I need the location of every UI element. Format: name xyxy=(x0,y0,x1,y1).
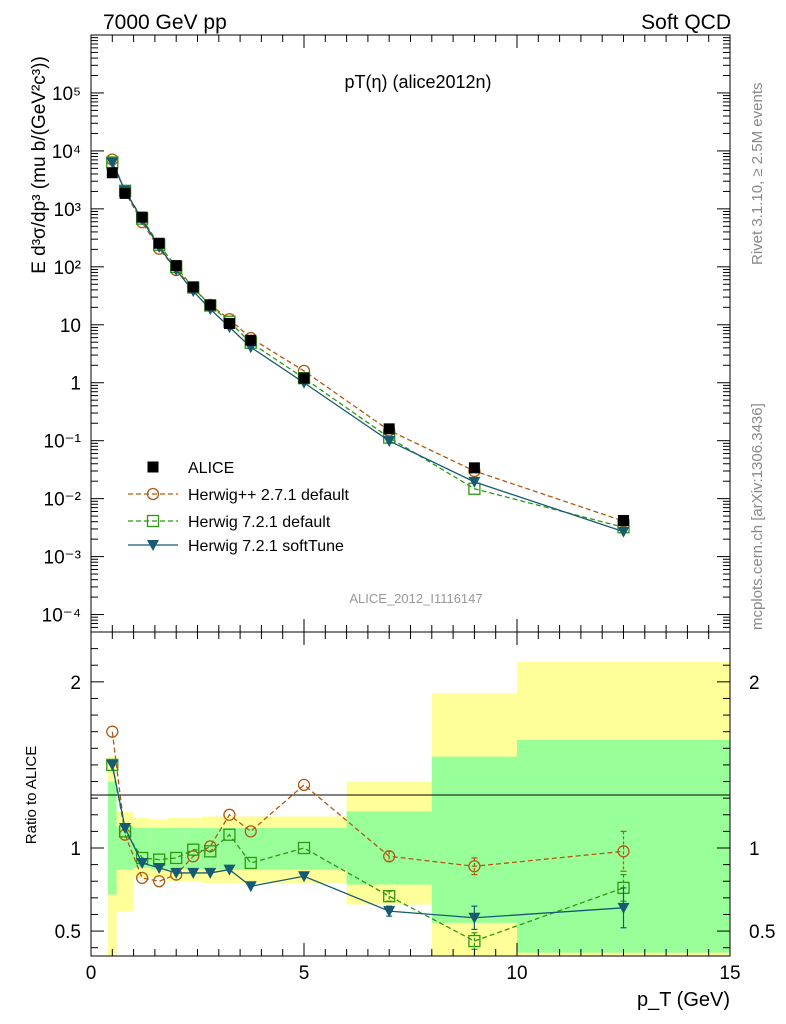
ratio-data-point xyxy=(223,864,236,876)
ratio-data-point xyxy=(106,725,119,738)
main-plot-frame xyxy=(90,34,731,633)
main-data-point xyxy=(617,526,630,538)
ratio-data-point xyxy=(468,912,481,924)
main-plot-title: pT(η) (alice2012n) xyxy=(344,72,491,92)
legend-label: Herwig++ 2.7.1 default xyxy=(188,487,350,504)
ratio-series-line xyxy=(111,731,624,882)
ratio-uncertainty-band-inner xyxy=(108,781,117,895)
ratio-y-tick-label: 2 xyxy=(749,673,760,694)
main-data-point xyxy=(298,372,310,384)
main-y-tick-label: 1 xyxy=(70,374,81,395)
main-data-point xyxy=(106,167,118,179)
ratio-data-point xyxy=(204,867,217,879)
legend: ALICE Herwig++ 2.7.1 default Herwig 7.2.1 … xyxy=(128,460,350,555)
ratio-y-tick-label: 2 xyxy=(70,673,81,694)
ratio-uncertainty-band-inner xyxy=(431,756,517,923)
legend-marker xyxy=(146,487,160,501)
ratio-data-point xyxy=(136,857,149,869)
ratio-data-point xyxy=(119,823,132,835)
x-tick-label: 5 xyxy=(299,963,310,984)
ratio-data-point xyxy=(153,862,166,874)
main-data-point xyxy=(119,187,131,199)
main-data-point xyxy=(383,435,396,447)
ratio-uncertainty-band-inner xyxy=(167,828,185,870)
ratio-data-point xyxy=(204,845,217,858)
ratio-uncertainty-band-inner xyxy=(201,828,219,870)
header-collision-label: 7000 GeV pp xyxy=(103,11,227,34)
x-tick-label: 15 xyxy=(719,963,740,984)
legend-marker xyxy=(147,461,159,473)
ratio-data-point xyxy=(468,860,481,873)
ratio-data-point xyxy=(244,881,257,893)
ratio-y-tick-label: 1 xyxy=(70,839,81,860)
legend-label: Herwig 7.2.1 default xyxy=(188,514,331,531)
ratio-data-point xyxy=(187,843,200,856)
ratio-data-point xyxy=(223,828,236,841)
ratio-data-point xyxy=(383,850,396,863)
ratio-data-point xyxy=(383,890,396,903)
legend-marker xyxy=(146,514,160,528)
ratio-data-point xyxy=(106,759,119,771)
main-panel: 10⁻⁴ 10⁻³ 10⁻² 10⁻¹ 1 10 10² 10³ 10⁴ 10⁵ pT(η) (a… xyxy=(29,34,731,633)
ratio-data-point xyxy=(223,808,236,821)
ratio-panel: 0 5 10 15 0.5 0.5 1 1 2 2 Ratio to ALICE p_T (GeV… xyxy=(23,631,775,1011)
ratio-data-point xyxy=(244,825,257,838)
ratio-y-tick-label: 0.5 xyxy=(749,922,775,943)
x-axis-label: p_T (GeV) xyxy=(637,989,730,1011)
main-y-axis-label: E d³σ/dp³ (mu b/(GeV²c³)) xyxy=(29,56,50,274)
main-data-point xyxy=(618,514,629,526)
main-y-tick-label: 10³ xyxy=(54,200,81,221)
ratio-data-point xyxy=(170,851,183,865)
main-y-tick-label: 10⁻¹ xyxy=(44,432,82,453)
ratio-y-tick-label: 0.5 xyxy=(55,922,81,943)
ratio-uncertainty-band-inner xyxy=(261,828,347,870)
ratio-data-point xyxy=(153,875,166,888)
ratio-data-point xyxy=(297,841,311,855)
legend-label: ALICE xyxy=(188,460,234,477)
main-y-tick-label: 10⁻³ xyxy=(44,548,82,569)
ratio-y-axis-label: Ratio to ALICE xyxy=(23,746,40,844)
rivet-version-label: Rivet 3.1.10, ≥ 2.5M events xyxy=(749,83,766,266)
main-data-point xyxy=(223,318,235,330)
ratio-data-point xyxy=(617,845,630,858)
mcplots-reference-label: mcplots.cern.ch [arXiv:1306.3436] xyxy=(749,403,766,630)
ratio-data-point xyxy=(468,934,481,948)
ratio-uncertainty-band-inner xyxy=(346,811,432,885)
header-category-label: Soft QCD xyxy=(641,11,731,34)
main-y-tick-label: 10⁴ xyxy=(52,142,81,163)
main-data-point xyxy=(245,334,257,346)
legend-label: Herwig 7.2.1 softTune xyxy=(188,538,344,555)
ratio-data-point xyxy=(297,778,311,792)
main-y-tick-label: 10² xyxy=(54,258,81,279)
main-data-point xyxy=(468,462,480,474)
main-data-point xyxy=(187,281,199,293)
x-tick-label: 0 xyxy=(86,963,97,984)
main-y-tick-label: 10 xyxy=(60,316,81,337)
main-y-tick-label: 10⁻² xyxy=(44,490,82,511)
ratio-uncertainty-band-inner xyxy=(240,828,262,870)
ratio-data-point xyxy=(617,902,630,914)
main-y-tick-label: 10⁵ xyxy=(52,84,81,105)
ratio-data-point xyxy=(244,856,257,870)
main-data-point xyxy=(468,476,481,488)
x-tick-label: 10 xyxy=(506,963,527,984)
main-data-point xyxy=(383,423,395,435)
legend-marker xyxy=(147,540,159,551)
main-data-point xyxy=(170,260,182,272)
ratio-data-point xyxy=(135,871,149,885)
main-data-point xyxy=(153,237,165,249)
ratio-data-point xyxy=(170,867,183,879)
main-data-point xyxy=(204,299,216,311)
main-y-tick-label: 10⁻⁴ xyxy=(42,606,81,627)
main-data-point xyxy=(136,211,148,223)
ratio-data-point xyxy=(383,906,396,918)
ratio-data-point xyxy=(187,867,200,879)
watermark-analysis-id: ALICE_2012_I1116147 xyxy=(349,591,482,606)
ratio-data-point xyxy=(187,850,200,863)
ratio-data-point xyxy=(298,871,310,883)
main-data-point xyxy=(106,157,119,169)
ratio-y-tick-label: 1 xyxy=(749,839,760,860)
